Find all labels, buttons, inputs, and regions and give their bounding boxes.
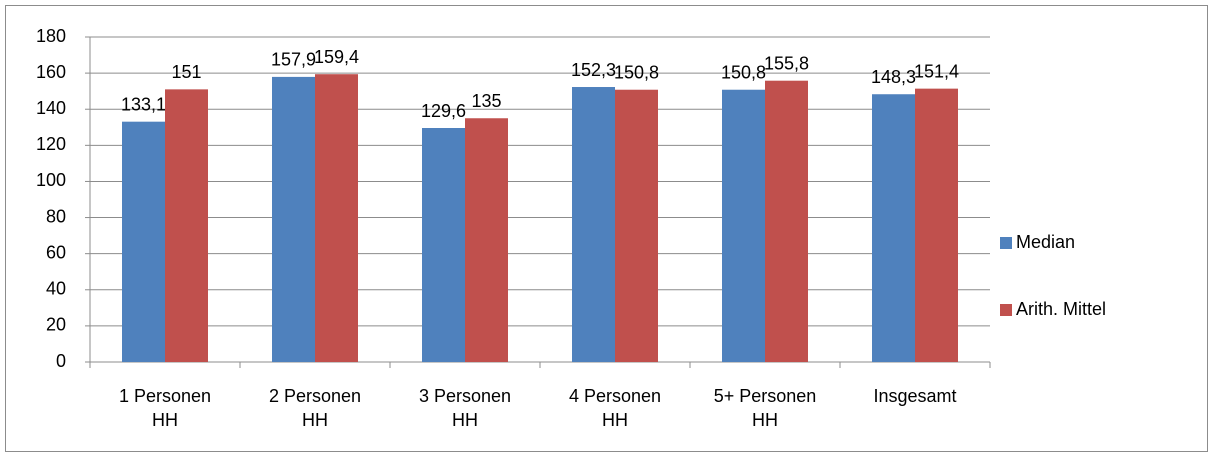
bar <box>765 80 808 362</box>
y-tick-label: 40 <box>46 279 66 299</box>
bar <box>422 128 465 362</box>
data-label: 129,6 <box>421 101 466 121</box>
y-tick-label: 120 <box>36 134 66 154</box>
legend-label: Arith. Mittel <box>1016 299 1106 319</box>
y-tick-label: 180 <box>36 26 66 46</box>
bar <box>572 87 615 362</box>
data-label: 157,9 <box>271 50 316 70</box>
bar <box>915 88 958 362</box>
x-tick-label: Insgesamt <box>873 386 957 406</box>
bar <box>272 76 315 363</box>
data-label: 155,8 <box>764 53 809 73</box>
bar <box>872 94 915 362</box>
y-tick-label: 20 <box>46 315 66 335</box>
y-tick-label: 60 <box>46 242 66 262</box>
legend-label: Median <box>1016 232 1075 252</box>
data-label: 133,1 <box>121 94 166 114</box>
legend-swatch <box>1000 237 1012 249</box>
x-tick-label: 5+ Personen HH <box>713 386 817 430</box>
data-label: 150,8 <box>721 62 766 82</box>
data-label: 151,4 <box>914 61 959 81</box>
x-tick-label: 2 Personen HH <box>268 386 362 430</box>
bar <box>615 89 658 362</box>
y-tick-label: 80 <box>46 206 66 226</box>
bar <box>465 118 508 362</box>
x-tick-label: 4 Personen HH <box>568 386 662 430</box>
y-tick-label: 100 <box>36 170 66 190</box>
y-tick-label: 140 <box>36 98 66 118</box>
data-label: 152,3 <box>571 60 616 80</box>
x-tick-label: 3 Personen HH <box>418 386 512 430</box>
data-label: 148,3 <box>871 67 916 87</box>
bar <box>315 74 358 362</box>
data-label: 135 <box>471 91 501 111</box>
bar <box>122 121 165 362</box>
y-tick-label: 0 <box>56 351 66 371</box>
bar <box>165 89 208 362</box>
data-label: 159,4 <box>314 47 359 67</box>
y-tick-label: 160 <box>36 62 66 82</box>
x-tick-label: 1 Personen HH <box>118 386 212 430</box>
data-label: 150,8 <box>614 62 659 82</box>
data-label: 151 <box>171 62 201 82</box>
legend-swatch <box>1000 304 1012 316</box>
bar <box>722 89 765 362</box>
